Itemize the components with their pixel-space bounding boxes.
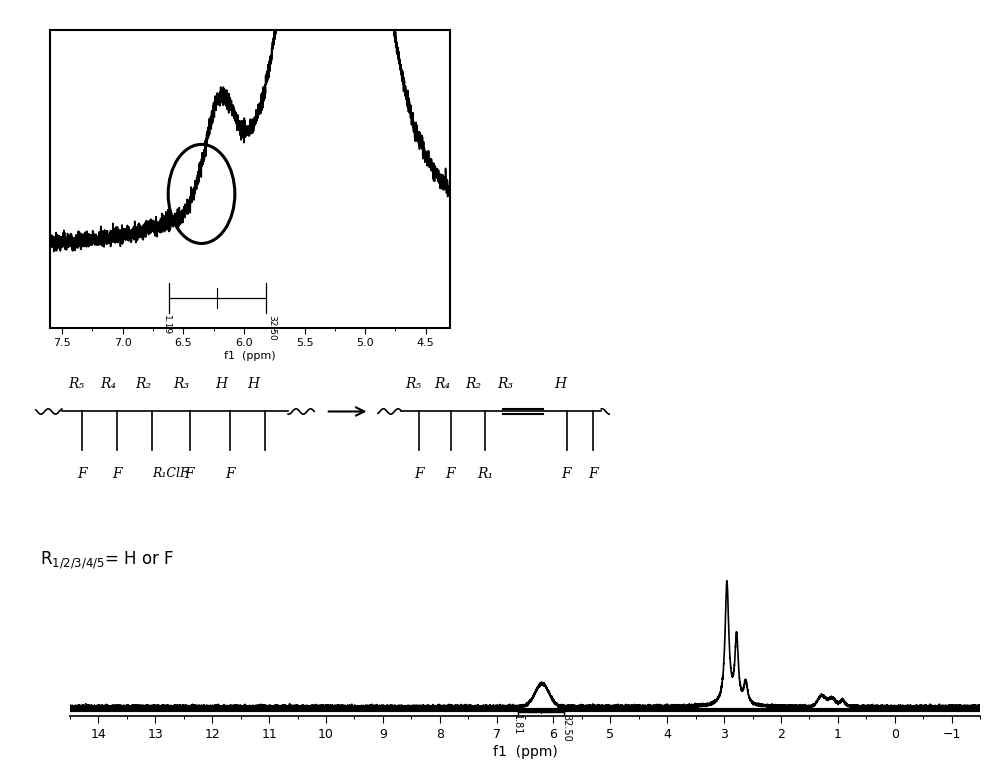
Text: F: F <box>446 466 455 481</box>
Text: 32.50: 32.50 <box>267 315 276 341</box>
Text: R₄: R₄ <box>434 376 450 390</box>
X-axis label: f1  (ppm): f1 (ppm) <box>493 745 557 759</box>
Text: H: H <box>215 376 227 390</box>
Text: R$_{1/2/3/4/5}$= H or F: R$_{1/2/3/4/5}$= H or F <box>40 549 174 571</box>
Text: R₅: R₅ <box>405 376 421 390</box>
Text: F: F <box>185 466 194 481</box>
Text: R₃: R₃ <box>498 376 514 390</box>
Text: 32.50: 32.50 <box>562 714 572 742</box>
Text: F: F <box>112 466 122 481</box>
Text: F: F <box>414 466 423 481</box>
Text: F: F <box>588 466 597 481</box>
Text: H: H <box>247 376 259 390</box>
Text: R₄: R₄ <box>100 376 116 390</box>
Text: R₅: R₅ <box>68 376 84 390</box>
Text: R₁ClF: R₁ClF <box>152 466 189 480</box>
Text: F: F <box>562 466 571 481</box>
Text: 1.81: 1.81 <box>512 714 522 735</box>
Text: H: H <box>555 376 567 390</box>
Text: F: F <box>225 466 235 481</box>
Text: R₃: R₃ <box>173 376 189 390</box>
Text: R₂: R₂ <box>466 376 482 390</box>
Text: R₁: R₁ <box>477 466 493 481</box>
Text: F: F <box>77 466 87 481</box>
X-axis label: f1  (ppm): f1 (ppm) <box>224 351 276 361</box>
Text: R₂: R₂ <box>135 376 151 390</box>
Text: 1.19: 1.19 <box>162 315 171 335</box>
